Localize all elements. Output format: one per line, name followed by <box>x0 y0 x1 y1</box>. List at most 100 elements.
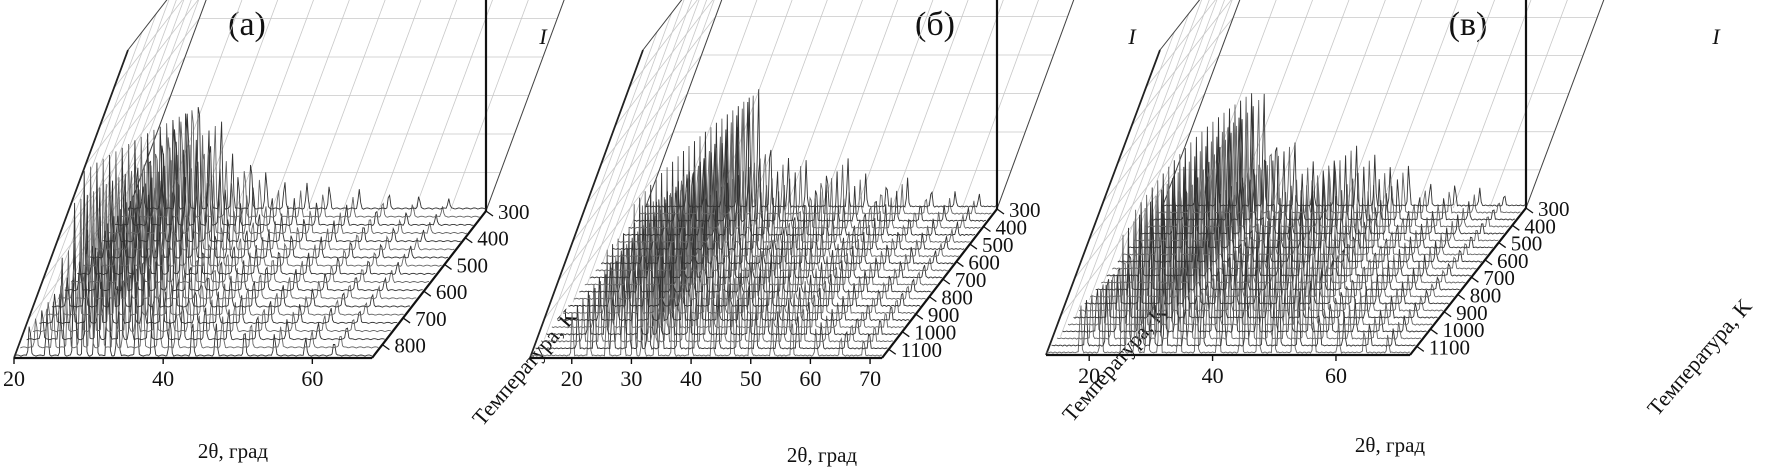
temperature-tick-label: 600 <box>1497 249 1529 273</box>
grid-line <box>1131 0 1232 127</box>
diffraction-trace <box>1101 142 1466 284</box>
diffraction-trace <box>535 197 888 350</box>
grid-line <box>99 0 199 128</box>
x-tick-label: 60 <box>1325 363 1347 388</box>
diffraction-traces <box>13 107 487 357</box>
x-tick-label: 70 <box>859 366 881 391</box>
x-tick-label: 20 <box>561 366 583 391</box>
diffraction-trace <box>26 162 385 341</box>
grid-line <box>84 18 200 166</box>
diffraction-trace <box>557 172 910 322</box>
grid-line <box>572 93 688 243</box>
diffraction-trace <box>628 108 981 230</box>
diffraction-trace <box>89 126 449 259</box>
grid-line <box>1159 0 1200 51</box>
diffraction-trace <box>540 191 894 343</box>
diffraction-trace <box>529 204 883 357</box>
temperature-tick-label: 300 <box>498 200 530 224</box>
temperature-tick-label: 300 <box>1538 197 1570 221</box>
grid-line <box>961 0 1039 210</box>
x-axis-label: 2θ, град <box>198 439 268 463</box>
temperature-tick-label: 300 <box>1009 198 1041 222</box>
diffraction-trace <box>611 122 965 251</box>
temperature-tick-label: 1000 <box>914 321 956 345</box>
grid-line <box>1525 0 1605 209</box>
diffraction-trace <box>573 156 926 300</box>
x-tick-labels: 20 30 40 50 60 70 <box>561 358 881 391</box>
grid-line <box>600 16 716 166</box>
diffraction-trace <box>13 170 373 357</box>
diffraction-trace <box>121 110 480 218</box>
grid-line <box>1145 0 1216 89</box>
diffraction-trace <box>1067 180 1433 326</box>
diffraction-trace <box>1073 173 1438 319</box>
grid-line <box>1198 0 1277 209</box>
grid-line <box>543 170 660 320</box>
grid-line <box>628 0 698 89</box>
grid-line <box>306 0 386 212</box>
diffraction-traces <box>1045 93 1527 354</box>
x-tick-label: 20 <box>1078 363 1100 388</box>
temperature-tick-label: 800 <box>941 286 973 310</box>
diffraction-trace <box>39 154 398 325</box>
grid-line <box>614 0 714 128</box>
diffraction-trace <box>102 119 461 243</box>
temperature-axis-label: Температура, K <box>1642 294 1757 421</box>
diffraction-traces <box>529 89 998 357</box>
x-tick-labels: 20 40 60 <box>1078 355 1347 388</box>
diffraction-trace <box>77 133 436 275</box>
grid-line <box>113 0 183 89</box>
diffraction-trace <box>1128 117 1494 249</box>
panel-label: (в) <box>1449 6 1488 43</box>
grid-line <box>127 0 168 51</box>
temperature-tick-label: 600 <box>436 280 468 304</box>
grid-line <box>56 95 172 243</box>
temperature-axis-line <box>371 210 487 359</box>
diffraction-trace <box>1062 187 1427 333</box>
temperature-tick-label: 700 <box>415 307 447 331</box>
grid-line <box>1307 0 1386 209</box>
grid-line <box>1088 93 1206 241</box>
diffraction-trace <box>83 129 442 267</box>
grid-line <box>1059 169 1177 318</box>
diffraction-trace <box>1161 93 1527 207</box>
diffraction-trace <box>568 161 921 308</box>
temperature-tick-label: 700 <box>1483 266 1515 290</box>
diffraction-trace <box>70 136 430 284</box>
x-tick-label: 60 <box>799 366 821 391</box>
panel-label: (а) <box>228 6 266 43</box>
diffraction-trace <box>562 167 916 315</box>
grid-line <box>378 0 458 212</box>
axis-frame <box>529 0 1075 360</box>
diffraction-trace <box>1112 131 1477 270</box>
diffraction-trace <box>644 89 998 208</box>
diffraction-trace <box>1134 112 1499 242</box>
diffraction-trace <box>639 95 992 216</box>
diffraction-trace <box>32 158 392 333</box>
temperature-tick-label: 1100 <box>1429 335 1470 359</box>
grid-line <box>70 56 186 205</box>
diffraction-trace <box>51 147 411 308</box>
diffraction-trace <box>1117 126 1483 263</box>
x-tick-label: 20 <box>3 366 25 391</box>
diffraction-trace <box>1051 200 1416 347</box>
x-tick-label: 40 <box>1202 363 1224 388</box>
temperature-tick-label: 600 <box>968 251 1000 275</box>
diffraction-trace <box>1045 202 1411 354</box>
temperature-tick-label: 800 <box>1470 283 1502 307</box>
grid-line <box>586 54 702 205</box>
temperature-tick-label: 400 <box>1524 214 1556 238</box>
temperature-tick-label: 400 <box>995 216 1027 240</box>
grid-line <box>1489 0 1568 209</box>
diffraction-trace <box>58 143 417 300</box>
x-axis-label: 2θ, град <box>787 443 857 467</box>
diffraction-trace <box>1139 108 1505 235</box>
diffraction-trace <box>115 113 474 227</box>
panel-label: (б) <box>915 6 955 43</box>
panel-a: (а) I 2θ, град Температура, K 20 40 603004… <box>3 0 582 463</box>
diffraction-trace <box>622 114 976 237</box>
diffraction-trace <box>617 118 970 244</box>
diffraction-trace <box>1078 166 1444 312</box>
